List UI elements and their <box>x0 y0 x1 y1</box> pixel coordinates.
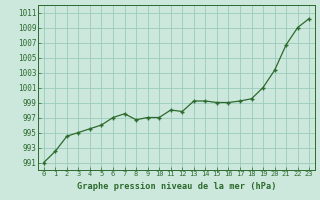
X-axis label: Graphe pression niveau de la mer (hPa): Graphe pression niveau de la mer (hPa) <box>77 182 276 191</box>
